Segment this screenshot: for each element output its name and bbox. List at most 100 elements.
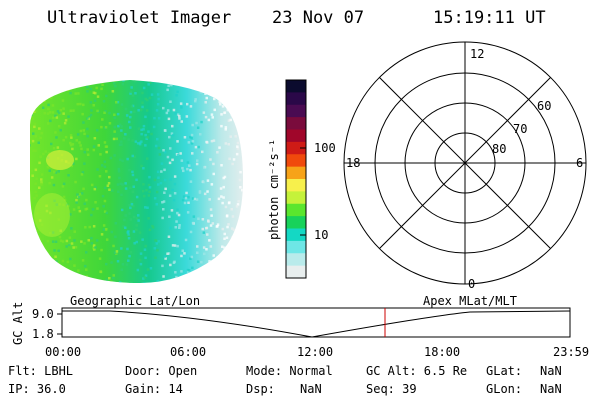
uv-pixel (141, 189, 145, 193)
uv-pixel (218, 100, 221, 103)
uv-pixel (212, 139, 216, 142)
uv-pixel (196, 85, 199, 89)
uv-pixel (113, 125, 117, 129)
uv-pixel (191, 123, 194, 127)
uv-pixel (112, 276, 115, 280)
uv-pixel (162, 200, 166, 203)
uv-pixel (52, 183, 56, 187)
uv-pixel (33, 125, 36, 129)
uv-pixel (130, 203, 134, 206)
uv-pixel (223, 175, 227, 179)
uv-pixel (33, 110, 36, 113)
uv-pixel (103, 199, 107, 203)
lat-label-60: 60 (537, 99, 551, 113)
uv-pixel (110, 261, 113, 264)
uv-pixel (75, 157, 78, 161)
uv-pixel (201, 218, 205, 221)
uv-pixel (194, 98, 197, 101)
uv-pixel (30, 113, 33, 116)
uv-pixel (181, 198, 185, 202)
uv-pixel (34, 90, 37, 94)
uv-pixel (51, 104, 55, 107)
uv-pixel (196, 260, 200, 263)
uv-pixel (213, 108, 216, 112)
uv-pixel (232, 88, 235, 91)
uv-pixel (50, 176, 54, 179)
uv-pixel (36, 85, 39, 88)
uv-pixel (201, 227, 204, 231)
uv-pixel (88, 225, 91, 229)
uv-pixel (114, 235, 117, 239)
uv-pixel (117, 190, 120, 193)
uv-pixel (228, 271, 232, 275)
uv-pixel (34, 168, 38, 172)
uv-pixel (236, 141, 240, 145)
uv-pixel (128, 254, 131, 258)
uv-pixel (77, 206, 80, 209)
uv-pixel (115, 101, 118, 104)
uv-pixel (132, 204, 135, 208)
y-tick-9: 9.0 (32, 307, 54, 321)
uv-pixel (152, 125, 156, 129)
uv-pixel (102, 205, 105, 208)
uv-pixel (130, 105, 134, 108)
uv-pixel (32, 257, 35, 261)
uv-pixel (61, 240, 65, 243)
uv-pixel (66, 260, 70, 264)
uv-pixel (80, 277, 84, 280)
colorbar-band (286, 166, 306, 180)
uv-pixel (42, 90, 45, 93)
uv-pixel (231, 115, 234, 118)
uv-pixel (189, 230, 193, 234)
colorbar-tick-10: 10 (314, 228, 328, 242)
uv-pixel (144, 206, 147, 209)
uv-pixel (67, 174, 70, 177)
uv-pixel (120, 247, 123, 250)
status-area: Flt: LBHL Door: Open Mode: Normal GC Alt… (8, 364, 562, 396)
uv-pixel (147, 83, 150, 86)
uv-pixel (190, 255, 194, 259)
uv-pixel (144, 256, 147, 260)
uv-pixel (167, 252, 171, 255)
uv-pixel (126, 157, 129, 161)
uv-pixel (168, 215, 171, 218)
uv-pixel (68, 243, 71, 247)
uv-pixel (105, 150, 108, 154)
uv-pixel (103, 165, 107, 169)
uv-pixel (189, 135, 192, 139)
uv-pixel (129, 92, 132, 95)
colorbar-band (286, 191, 306, 205)
uv-pixel (79, 144, 82, 147)
uv-pixel (185, 81, 188, 84)
uv-pixel (31, 235, 34, 238)
uv-pixel (238, 97, 242, 100)
uv-pixel (42, 87, 46, 91)
uv-pixel (49, 119, 52, 123)
uv-pixel (83, 150, 86, 154)
uv-pixel (58, 111, 61, 115)
uv-pixel (105, 262, 108, 266)
uv-pixel (72, 246, 75, 249)
uv-pixel (196, 245, 199, 248)
uv-pixel (151, 80, 154, 81)
uv-pixel (156, 137, 159, 141)
uv-pixel (128, 120, 131, 124)
uv-pixel (170, 132, 174, 135)
uv-pixel (113, 130, 116, 133)
uv-pixel (49, 90, 53, 93)
uv-pixel (136, 142, 140, 145)
uv-pixel (126, 247, 129, 251)
colorbar-band (286, 154, 306, 168)
uv-pixel (231, 227, 234, 230)
uv-pixel (40, 178, 43, 181)
uv-pixel (32, 132, 35, 135)
uv-pixel (123, 137, 126, 140)
uv-pixel (88, 115, 91, 119)
uv-pixel (61, 99, 65, 102)
uv-pixel (74, 284, 77, 287)
uv-pixel (208, 198, 211, 201)
uv-pixel (242, 278, 243, 281)
uv-pixel (191, 197, 195, 200)
uv-pixel (143, 276, 147, 279)
uv-pixel (150, 93, 154, 96)
